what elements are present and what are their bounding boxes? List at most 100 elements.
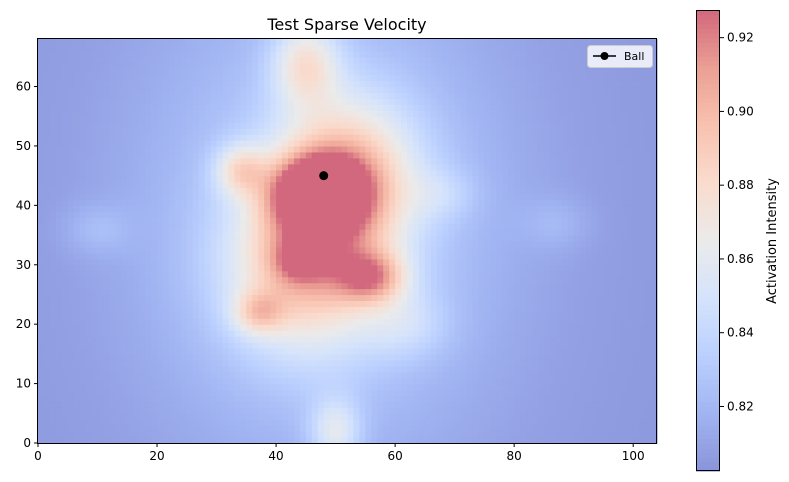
heatmap-cell — [121, 282, 128, 290]
heatmap-cell — [436, 377, 444, 385]
heatmap-cell — [615, 288, 622, 296]
heatmap-cell — [323, 431, 331, 438]
heatmap-cell — [448, 235, 456, 242]
heatmap-cell — [418, 217, 426, 224]
heatmap-cell — [609, 377, 616, 385]
heatmap-cell — [484, 383, 491, 391]
heatmap-cell — [61, 353, 69, 361]
heatmap-cell — [67, 300, 75, 307]
heatmap-cell — [97, 229, 105, 236]
heatmap-cell — [603, 318, 610, 325]
heatmap-cell — [448, 407, 456, 414]
heatmap-cell — [347, 282, 355, 290]
heatmap-cell — [109, 229, 116, 236]
heatmap-cell — [311, 425, 319, 432]
heatmap-cell — [246, 193, 253, 201]
heatmap-cell — [407, 157, 414, 165]
heatmap-cell — [145, 306, 152, 313]
heatmap-cell — [270, 431, 277, 438]
heatmap-cell — [395, 282, 402, 290]
heatmap-cell — [216, 175, 224, 183]
heatmap-cell — [484, 199, 491, 206]
heatmap-cell — [276, 300, 283, 307]
heatmap-cell — [38, 264, 45, 272]
heatmap-cell — [466, 395, 474, 403]
heatmap-cell — [216, 223, 224, 230]
heatmap-cell — [466, 389, 474, 397]
heatmap-cell — [287, 365, 295, 373]
heatmap-cell — [442, 199, 450, 206]
heatmap-cell — [157, 193, 164, 201]
heatmap-cell — [436, 389, 444, 397]
heatmap-cell — [490, 246, 497, 254]
heatmap-cell — [186, 383, 194, 391]
heatmap-cell — [555, 181, 563, 189]
heatmap-cell — [520, 235, 527, 242]
heatmap-cell — [627, 437, 634, 444]
heatmap-cell — [252, 246, 259, 254]
heatmap-cell — [472, 347, 480, 355]
heatmap-cell — [133, 157, 140, 165]
heatmap-cell — [347, 365, 355, 373]
heatmap-cell — [67, 425, 75, 432]
heatmap-cell — [282, 395, 289, 403]
heatmap-cell — [151, 365, 158, 373]
heatmap-cell — [311, 437, 319, 444]
heatmap-cell — [97, 395, 105, 403]
heatmap-cell — [520, 169, 527, 177]
heatmap-cell — [73, 437, 81, 444]
heatmap-cell — [38, 425, 45, 432]
heatmap-cell — [103, 318, 111, 325]
heatmap-cell — [347, 347, 355, 355]
heatmap-cell — [549, 294, 557, 302]
heatmap-cell — [293, 347, 301, 355]
heatmap-cell — [436, 229, 444, 236]
heatmap-cell — [537, 419, 545, 426]
heatmap-cell — [174, 252, 182, 260]
heatmap-cell — [651, 235, 658, 242]
heatmap-cell — [73, 431, 81, 438]
heatmap-cell — [609, 169, 616, 177]
heatmap-cell — [520, 270, 527, 278]
heatmap-cell — [234, 324, 241, 331]
heatmap-cell — [329, 246, 337, 254]
heatmap-cell — [79, 431, 87, 438]
heatmap-cell — [252, 383, 259, 391]
heatmap-cell — [579, 347, 587, 355]
heatmap-cell — [597, 270, 605, 278]
heatmap-cell — [645, 217, 652, 224]
heatmap-cell — [347, 217, 355, 224]
heatmap-cell — [341, 282, 349, 290]
heatmap-cell — [365, 401, 372, 408]
heatmap-cell — [139, 383, 146, 391]
heatmap-cell — [103, 235, 111, 242]
heatmap-cell — [43, 336, 51, 343]
heatmap-cell — [85, 312, 93, 319]
heatmap-cell — [377, 270, 384, 278]
heatmap-cell — [49, 294, 57, 302]
heatmap-cell — [246, 342, 253, 349]
heatmap-cell — [192, 437, 200, 444]
heatmap-cell — [365, 163, 372, 171]
heatmap-cell — [198, 342, 206, 349]
heatmap-cell — [615, 163, 622, 171]
heatmap-cell — [85, 187, 93, 195]
heatmap-cell — [430, 353, 438, 361]
heatmap-cell — [198, 371, 206, 379]
heatmap-cell — [424, 306, 432, 313]
heatmap-cell — [549, 223, 557, 230]
heatmap-cell — [537, 336, 545, 343]
heatmap-cell — [478, 395, 485, 403]
heatmap-cell — [73, 425, 81, 432]
heatmap-cell — [633, 437, 640, 444]
heatmap-cell — [383, 181, 390, 189]
heatmap-cell — [287, 181, 295, 189]
heatmap-cell — [323, 181, 331, 189]
heatmap-cell — [395, 235, 402, 242]
heatmap-cell — [377, 407, 384, 414]
heatmap-cell — [639, 217, 646, 224]
heatmap-cell — [97, 181, 105, 189]
heatmap-cell — [234, 437, 241, 444]
heatmap-cell — [61, 371, 69, 379]
heatmap-cell — [567, 264, 575, 272]
